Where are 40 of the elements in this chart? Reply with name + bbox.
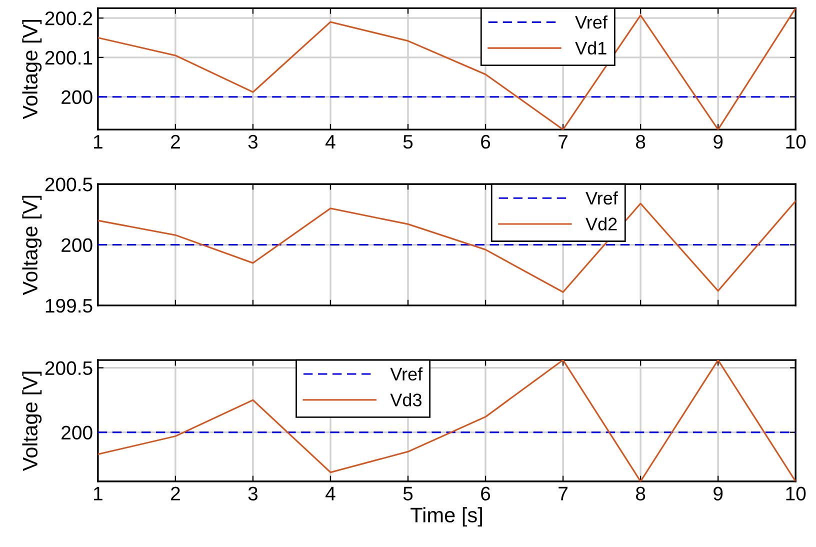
y-tick-label: 200 <box>62 238 92 252</box>
legend-label: Vd2 <box>586 217 617 230</box>
y-axis-title: Voltage [V] <box>22 372 42 471</box>
x-tick-label: 8 <box>636 134 646 149</box>
y-tick-label: 199.5 <box>46 298 92 313</box>
y-tick-label: 200.5 <box>45 178 92 192</box>
y-axis-title: Voltage [V] <box>22 20 42 120</box>
y-tick-label: 200.2 <box>45 12 92 26</box>
x-tick-label: 3 <box>248 134 258 149</box>
y-tick-label: 200 <box>62 426 92 440</box>
y-tick-label: 200.1 <box>45 50 92 65</box>
x-tick-label: 8 <box>636 486 646 501</box>
x-tick-label: 4 <box>326 135 336 148</box>
x-tick-label: 1 <box>94 486 102 500</box>
x-tick-label: 3 <box>248 486 258 501</box>
line-series <box>98 360 796 482</box>
x-axis-title: Time [s] <box>410 507 482 527</box>
legend-label: Vd3 <box>390 393 422 406</box>
y-axis-title: Voltage [V] <box>22 196 42 296</box>
x-tick-label: 10 <box>786 134 806 149</box>
x-tick-label: 9 <box>714 486 723 501</box>
x-tick-label: 7 <box>558 135 568 148</box>
x-tick-label: 10 <box>786 486 806 501</box>
x-tick-label: 4 <box>326 486 336 500</box>
legend-label: Vref <box>586 191 618 205</box>
x-tick-label: 5 <box>403 486 413 501</box>
x-tick-label: 9 <box>714 134 723 149</box>
legend-label: Vref <box>575 15 608 29</box>
legend-label: Vd1 <box>575 41 606 55</box>
line-series <box>98 8 796 130</box>
legend-label: Vref <box>390 367 423 381</box>
x-tick-label: 2 <box>171 134 180 148</box>
x-tick-label: 5 <box>403 135 413 149</box>
x-tick-label: 7 <box>558 486 568 500</box>
x-tick-label: 2 <box>171 486 180 500</box>
x-tick-label: 6 <box>481 486 490 501</box>
x-tick-label: 6 <box>481 134 490 149</box>
y-tick-label: 200 <box>62 90 92 104</box>
x-tick-label: 1 <box>94 135 102 148</box>
y-tick-label: 200.5 <box>45 361 92 376</box>
